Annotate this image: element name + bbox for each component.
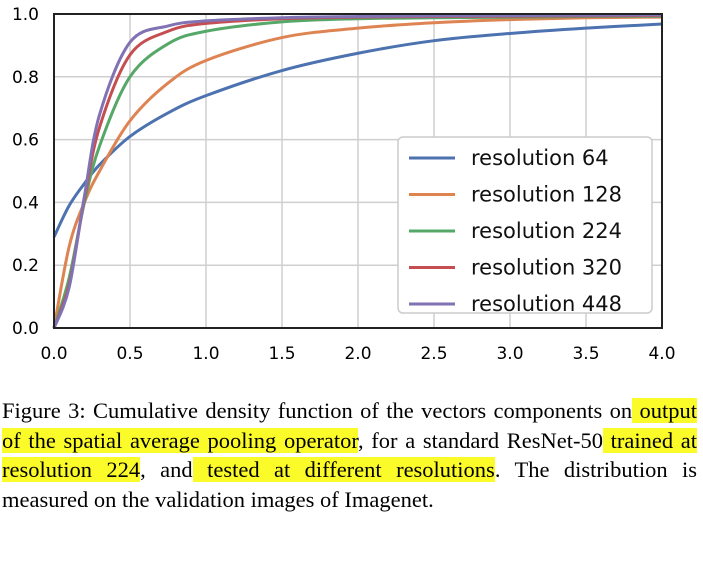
caption-highlight-3: tested at different resolutions [192,457,495,482]
y-tick-label: 0.0 [12,319,39,339]
legend-label: resolution 64 [471,146,609,170]
x-tick-label: 2.5 [420,344,447,364]
x-tick-label: 1.5 [268,344,295,364]
series-lines [52,13,663,329]
caption-text-4: . The distribution is measured on the va… [2,457,698,512]
cdf-chart: 0.0 0.5 1.0 1.5 2.0 2.5 3.0 3.5 4.0 0.0 0.2 0.4 0.6… [12,5,676,364]
figure-caption: Figure 3: Cumulative density function of… [2,396,697,514]
y-tick-label: 0.4 [12,193,39,213]
y-tick-label: 0.8 [12,68,39,88]
series-line-4 [52,13,663,329]
legend-box [397,136,653,314]
legend-label: resolution 448 [471,292,622,316]
legend-label: resolution 320 [471,256,622,280]
caption-text-3: , and [140,457,193,482]
x-tick-label: 3.5 [572,344,599,364]
x-tick-label: 3.0 [496,344,523,364]
y-tick-label: 0.6 [12,131,39,151]
x-tick-label: 1.0 [192,344,219,364]
x-tick-label: 0.5 [116,344,143,364]
x-tick-label: 0.0 [40,344,67,364]
caption-text-1: Figure 3: Cumulative density function of… [2,398,633,423]
y-tick-label: 1.0 [12,5,39,25]
plot-frame [53,13,663,329]
x-tick-label: 2.0 [344,344,371,364]
series-line-0 [52,22,663,238]
caption-text-2: , for a standard ResNet-50 [358,427,603,453]
x-tick-label: 4.0 [648,344,675,364]
y-tick-label: 0.2 [12,256,39,276]
legend-label: resolution 224 [471,219,622,243]
y-tick-labels: 0.0 0.2 0.4 0.6 0.8 1.0 [12,5,39,339]
x-tick-labels: 0.0 0.5 1.0 1.5 2.0 2.5 3.0 3.5 4.0 [40,344,675,364]
legend: resolution 64 resolution 128 resolution 22… [397,136,653,316]
legend-label: resolution 128 [471,183,622,207]
